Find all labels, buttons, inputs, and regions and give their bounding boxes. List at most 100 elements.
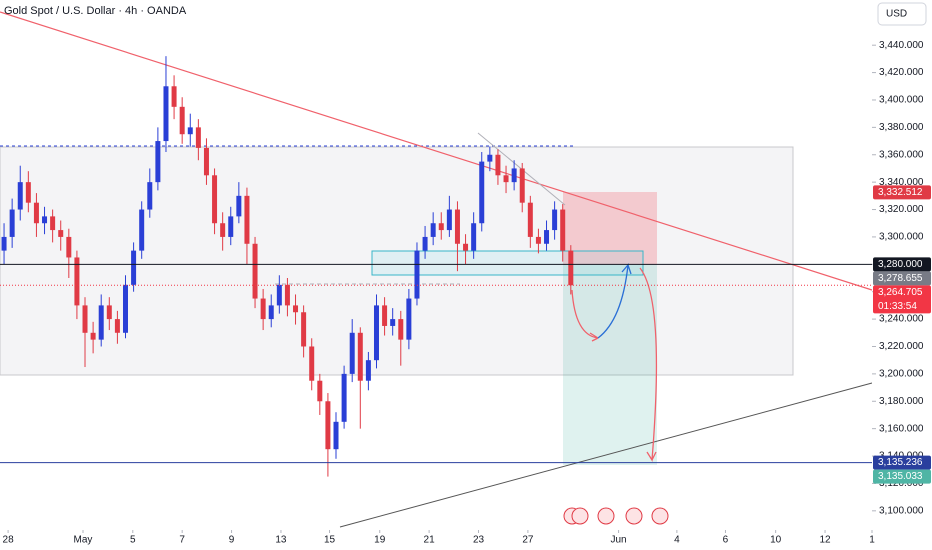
candle-body — [139, 209, 145, 251]
candle-body — [212, 175, 218, 224]
y-tick-label: 3,360.000 — [879, 149, 924, 160]
candle-body — [503, 175, 509, 183]
x-tick-label: 12 — [819, 535, 831, 546]
y-tick-label: 3,320.000 — [879, 204, 924, 215]
y-tick-label: 3,180.000 — [879, 396, 924, 407]
candle-body — [398, 319, 404, 340]
price-badge — [873, 469, 931, 484]
price-badge-label: 3,332.512 — [878, 187, 923, 198]
currency[interactable]: USD — [886, 9, 907, 20]
candle-body — [446, 209, 452, 231]
candle-body — [155, 141, 161, 183]
y-tick-label: 3,160.000 — [879, 423, 924, 434]
x-tick-label: 19 — [374, 535, 386, 546]
x-tick-label: 9 — [229, 535, 235, 546]
price-badge-label: 3,135.033 — [878, 471, 923, 482]
candle-body — [17, 182, 23, 210]
candle-body — [58, 230, 64, 237]
x-tick-label: 1 — [869, 535, 875, 546]
candle-body — [568, 250, 574, 286]
event-icon — [625, 507, 643, 525]
candle-body — [220, 223, 226, 237]
candle-body — [82, 305, 88, 333]
trend-line — [339, 382, 873, 528]
arrow — [639, 267, 658, 463]
x-tick-label: 21 — [424, 535, 436, 546]
target-zone — [563, 265, 657, 465]
price-badge-label: 3,278.655 — [878, 273, 923, 284]
candle-body — [50, 216, 56, 231]
candle-body — [454, 209, 460, 244]
candle-body — [268, 305, 274, 320]
candle-body — [382, 305, 388, 326]
candle-body — [203, 147, 209, 176]
price-lines — [0, 263, 872, 464]
candle-body — [406, 298, 412, 340]
y-tick-label: 3,200.000 — [879, 369, 924, 380]
y-tick-label: 3,240.000 — [879, 314, 924, 325]
candle-body — [122, 284, 128, 333]
arrow — [571, 289, 599, 342]
price-badge — [873, 285, 931, 314]
price-badge — [873, 271, 931, 286]
candle-body — [325, 401, 331, 450]
y-tick-label: 3,340.000 — [879, 177, 924, 188]
candle-body — [163, 86, 169, 142]
candles — [1, 56, 574, 477]
price-badge — [873, 257, 931, 272]
stop-zone — [563, 192, 657, 265]
candle-body — [438, 223, 444, 231]
x-tick-label: 10 — [770, 535, 782, 546]
chart-title: Gold Spot / U.S. Dollar · 4h · OANDA — [4, 5, 187, 17]
candle-body — [365, 360, 371, 381]
y-tick-label: 3,400.000 — [879, 95, 924, 106]
candle-body — [373, 305, 379, 361]
candle-body — [284, 284, 290, 306]
y-tick-label: 3,420.000 — [879, 67, 924, 78]
candle-body — [114, 319, 120, 333]
candle-body — [301, 312, 307, 347]
candle-body — [33, 202, 39, 224]
y-tick-label: 3,300.000 — [879, 232, 924, 243]
time-axis — [0, 530, 932, 550]
candle-body — [479, 161, 485, 224]
candle-body — [309, 346, 315, 381]
candle-body — [390, 319, 396, 326]
candle-body — [341, 373, 347, 422]
candle-body — [42, 216, 48, 224]
candle-body — [106, 305, 112, 320]
candle-body — [471, 223, 477, 251]
zone-box — [371, 250, 644, 276]
candle-body — [527, 202, 533, 237]
candle-body — [66, 236, 72, 258]
x-tick-label: 6 — [723, 535, 729, 546]
candle-body — [1, 236, 7, 251]
x-tick-label: 15 — [324, 535, 336, 546]
candle-body — [252, 243, 258, 299]
x-tick-label: May — [74, 535, 93, 546]
candle-body — [414, 250, 420, 299]
axes: 3,100.0003,120.0003,140.0003,160.0003,18… — [3, 40, 931, 546]
candle-body — [228, 216, 234, 237]
arrow — [597, 262, 632, 339]
candle-body — [260, 298, 266, 320]
currency-button[interactable] — [877, 2, 927, 26]
x-tick-label: 4 — [674, 535, 680, 546]
x-tick-label: 23 — [473, 535, 485, 546]
candle-body — [9, 209, 15, 237]
candle-body — [317, 380, 323, 402]
x-tick-label: 27 — [522, 535, 534, 546]
price-badge-label: 3,135.236 — [878, 457, 923, 468]
event-icon — [571, 507, 589, 525]
events — [563, 507, 669, 525]
candle-body — [195, 127, 201, 148]
y-tick-label: 3,100.000 — [879, 505, 924, 516]
price-badge — [873, 455, 931, 470]
countdown: 01:33:54 — [878, 301, 917, 312]
candle-body — [430, 223, 436, 237]
candle-body — [463, 243, 469, 251]
candle-body — [552, 209, 558, 231]
candle-body — [495, 154, 501, 176]
x-tick-label: Jun — [611, 535, 627, 546]
